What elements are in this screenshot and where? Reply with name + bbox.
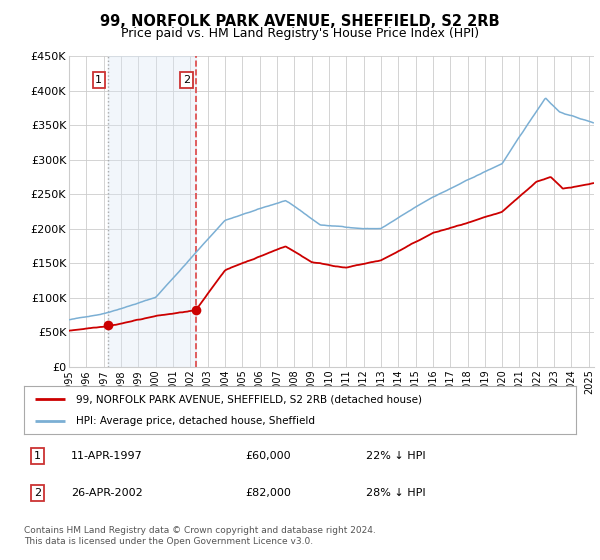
Text: 26-APR-2002: 26-APR-2002 [71, 488, 143, 498]
Bar [109, 56, 196, 367]
Text: 1: 1 [34, 451, 41, 461]
Text: 99, NORFOLK PARK AVENUE, SHEFFIELD, S2 2RB (detached house): 99, NORFOLK PARK AVENUE, SHEFFIELD, S2 2… [76, 394, 422, 404]
Text: 2: 2 [34, 488, 41, 498]
Text: HPI: Average price, detached house, Sheffield: HPI: Average price, detached house, Shef… [76, 416, 316, 426]
Text: Contains HM Land Registry data © Crown copyright and database right 2024.
This d: Contains HM Land Registry data © Crown c… [24, 526, 376, 546]
Text: 1: 1 [95, 75, 103, 85]
Text: Price paid vs. HM Land Registry's House Price Index (HPI): Price paid vs. HM Land Registry's House … [121, 27, 479, 40]
Text: 2: 2 [183, 75, 190, 85]
Text: 22% ↓ HPI: 22% ↓ HPI [366, 451, 426, 461]
Text: £82,000: £82,000 [245, 488, 290, 498]
Text: 11-APR-1997: 11-APR-1997 [71, 451, 143, 461]
Text: 99, NORFOLK PARK AVENUE, SHEFFIELD, S2 2RB: 99, NORFOLK PARK AVENUE, SHEFFIELD, S2 2… [100, 14, 500, 29]
Text: £60,000: £60,000 [245, 451, 290, 461]
Text: 28% ↓ HPI: 28% ↓ HPI [366, 488, 426, 498]
